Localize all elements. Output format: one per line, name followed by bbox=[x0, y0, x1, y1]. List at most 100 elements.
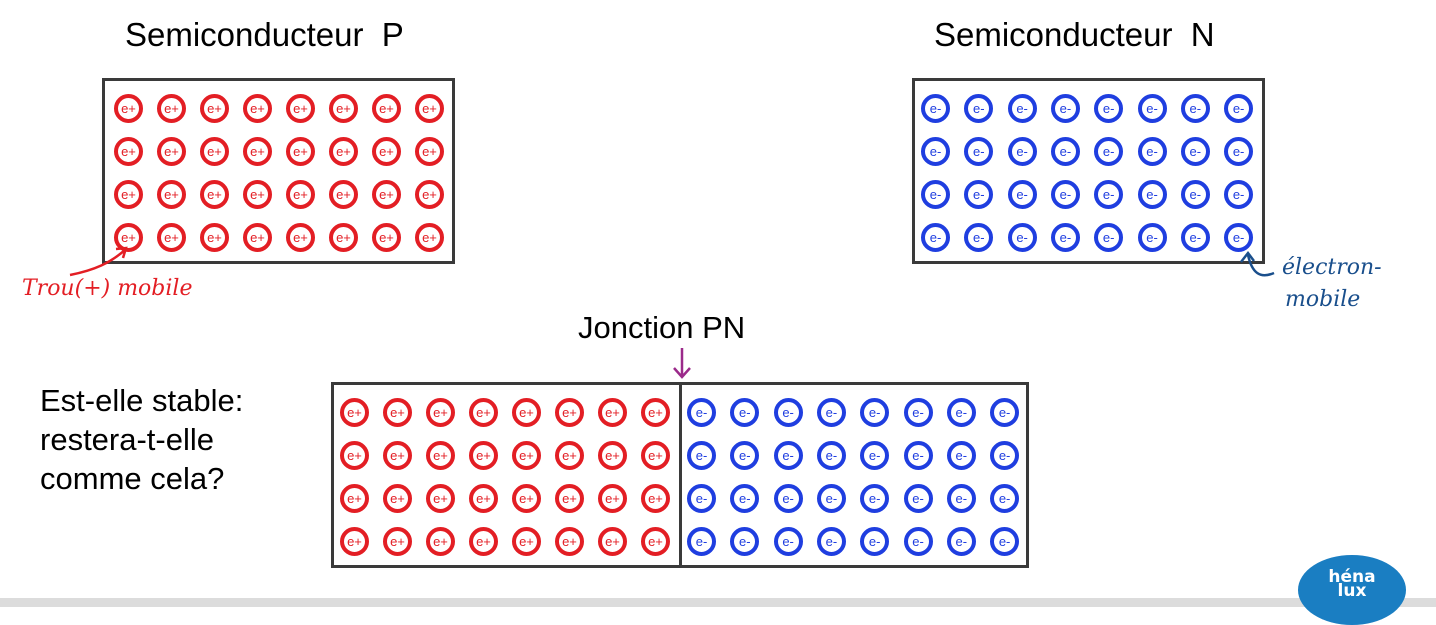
electron-annotation-line2: mobile bbox=[1285, 287, 1361, 312]
electron-particle: e- bbox=[1180, 94, 1210, 123]
electron-particle: e- bbox=[946, 527, 976, 556]
hole-particle: e+ bbox=[329, 223, 358, 252]
electron-particle: e- bbox=[816, 527, 846, 556]
electron-particle: e- bbox=[1180, 137, 1210, 166]
hole-particle: e+ bbox=[243, 137, 272, 166]
electron-particle: e- bbox=[990, 527, 1020, 556]
hole-particle: e+ bbox=[469, 398, 498, 427]
electron-particle: e- bbox=[1050, 94, 1080, 123]
hole-particle: e+ bbox=[157, 223, 186, 252]
hole-particle: e+ bbox=[641, 398, 670, 427]
electron-particle: e- bbox=[1094, 94, 1124, 123]
hole-particle: e+ bbox=[383, 441, 412, 470]
electron-particle: e- bbox=[921, 180, 950, 209]
hole-particle: e+ bbox=[641, 441, 670, 470]
electron-particle: e- bbox=[1224, 180, 1254, 209]
electron-particle: e- bbox=[1094, 180, 1124, 209]
hole-particle: e+ bbox=[157, 180, 186, 209]
hole-particle: e+ bbox=[469, 527, 498, 556]
electron-particle: e- bbox=[687, 527, 716, 556]
electron-particle: e- bbox=[773, 527, 803, 556]
hole-particle: e+ bbox=[286, 94, 315, 123]
hole-particle: e+ bbox=[372, 137, 401, 166]
hole-annotation-label: Trou(+) mobile bbox=[22, 276, 193, 301]
hole-particle: e+ bbox=[383, 398, 412, 427]
hole-particle: e+ bbox=[469, 484, 498, 513]
hole-particle: e+ bbox=[200, 137, 229, 166]
electron-particle: e- bbox=[816, 398, 846, 427]
hole-particle: e+ bbox=[243, 94, 272, 123]
electron-annotation-line1: électron- bbox=[1282, 255, 1382, 280]
electron-particle: e- bbox=[1007, 94, 1037, 123]
electron-particle: e- bbox=[860, 484, 890, 513]
electron-particle: e- bbox=[1224, 223, 1254, 252]
electron-particle: e- bbox=[964, 180, 994, 209]
hole-particle: e+ bbox=[512, 441, 541, 470]
hole-particle: e+ bbox=[415, 223, 444, 252]
electron-particle: e- bbox=[1050, 223, 1080, 252]
hole-particle: e+ bbox=[555, 527, 584, 556]
electron-particle: e- bbox=[1137, 94, 1167, 123]
n-semiconductor-title: Semiconducteur N bbox=[934, 16, 1215, 53]
logo-line-1: héna bbox=[1328, 567, 1376, 587]
electron-particle: e- bbox=[1050, 137, 1080, 166]
electron-particle: e- bbox=[773, 441, 803, 470]
electron-particle: e- bbox=[1094, 137, 1124, 166]
electron-particle: e- bbox=[1180, 180, 1210, 209]
question-line-3: comme cela? bbox=[40, 461, 225, 496]
question-line-1: Est-elle stable: bbox=[40, 383, 244, 418]
logo-text: héna lux bbox=[1298, 567, 1406, 600]
electron-particle: e- bbox=[921, 223, 950, 252]
electron-annotation-arrow bbox=[1240, 250, 1275, 277]
electron-particle: e- bbox=[816, 484, 846, 513]
hole-particle: e+ bbox=[598, 527, 627, 556]
electron-particle: e- bbox=[1224, 137, 1254, 166]
hole-particle: e+ bbox=[243, 180, 272, 209]
hole-particle: e+ bbox=[200, 94, 229, 123]
electron-particle: e- bbox=[860, 441, 890, 470]
hole-particle: e+ bbox=[415, 180, 444, 209]
electron-particle: e- bbox=[1050, 180, 1080, 209]
hole-particle: e+ bbox=[415, 94, 444, 123]
electron-particle: e- bbox=[946, 441, 976, 470]
electron-particle: e- bbox=[816, 441, 846, 470]
hole-particle: e+ bbox=[114, 137, 143, 166]
electron-particle: e- bbox=[730, 441, 760, 470]
electron-particle: e- bbox=[946, 398, 976, 427]
hole-particle: e+ bbox=[329, 94, 358, 123]
hole-particle: e+ bbox=[329, 137, 358, 166]
hole-particle: e+ bbox=[340, 441, 369, 470]
hole-particle: e+ bbox=[340, 527, 369, 556]
hole-particle: e+ bbox=[200, 180, 229, 209]
electron-particle: e- bbox=[773, 398, 803, 427]
hole-particle: e+ bbox=[512, 398, 541, 427]
electron-particle: e- bbox=[1137, 223, 1167, 252]
electron-particle: e- bbox=[687, 484, 716, 513]
footer-bar bbox=[0, 598, 1436, 607]
electron-particle: e- bbox=[964, 94, 994, 123]
hole-particle: e+ bbox=[512, 484, 541, 513]
hole-particle: e+ bbox=[415, 137, 444, 166]
electron-particle: e- bbox=[990, 484, 1020, 513]
hole-particle: e+ bbox=[157, 137, 186, 166]
hole-particle: e+ bbox=[555, 441, 584, 470]
electron-particle: e- bbox=[921, 137, 950, 166]
electron-particle: e- bbox=[1007, 180, 1037, 209]
hole-particle: e+ bbox=[598, 484, 627, 513]
hole-particle: e+ bbox=[426, 398, 455, 427]
hole-particle: e+ bbox=[372, 180, 401, 209]
hole-particle: e+ bbox=[641, 527, 670, 556]
electron-particle: e- bbox=[921, 94, 950, 123]
hole-particle: e+ bbox=[555, 484, 584, 513]
junction-title: Jonction PN bbox=[578, 310, 746, 345]
n-semiconductor-block: e-e-e-e-e-e-e-e-e-e-e-e-e-e-e-e-e-e-e-e-… bbox=[912, 78, 1265, 264]
hole-particle: e+ bbox=[340, 398, 369, 427]
electron-particle: e- bbox=[903, 484, 933, 513]
hole-particle: e+ bbox=[512, 527, 541, 556]
p-semiconductor-title: Semiconducteur P bbox=[125, 16, 404, 53]
hole-particle: e+ bbox=[372, 223, 401, 252]
hole-particle: e+ bbox=[383, 484, 412, 513]
hole-particle: e+ bbox=[329, 180, 358, 209]
electron-particle: e- bbox=[730, 484, 760, 513]
p-semiconductor-block: e+ e+ e+ e+ e+ e+ e+ e+ e+ e+ e+ e+ e+ e+ e+ e+ e+ e+ e+ e+… bbox=[102, 78, 455, 264]
